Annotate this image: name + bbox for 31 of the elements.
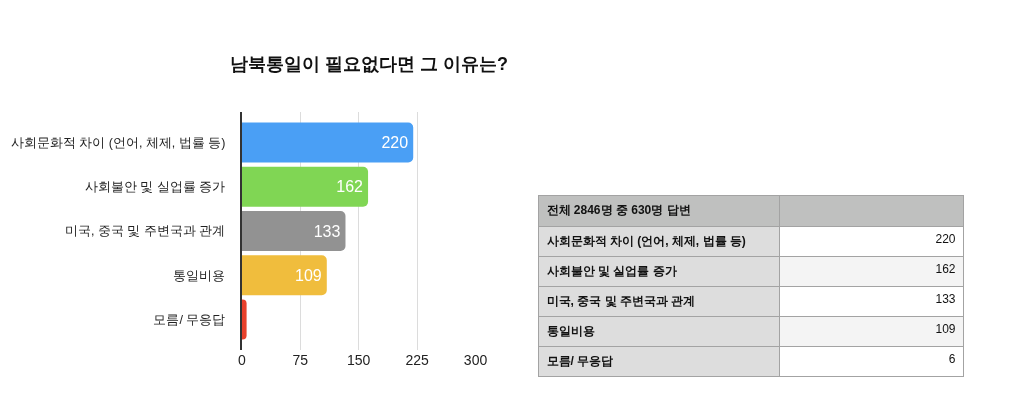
category-label: 통일비용 bbox=[546, 324, 595, 338]
x-tick-label: 225 bbox=[405, 352, 430, 368]
data-label: 162 bbox=[935, 262, 956, 276]
data-label: 133 bbox=[935, 292, 956, 306]
y-tick-label: 사회문화적 차이 (언어, 체제, 법률 등) bbox=[10, 135, 226, 150]
category-label: 사회불안 및 실업률 증가 bbox=[546, 264, 677, 278]
y-tick-label: 미국, 중국 및 주변국과 관계 bbox=[65, 224, 226, 239]
y-tick-label: 모름/ 무응답 bbox=[153, 312, 226, 327]
text: 전체 2846명 중 630명 답변 bbox=[546, 203, 691, 217]
bar bbox=[241, 166, 369, 207]
x-tick-label: 0 bbox=[238, 352, 247, 368]
category-label: 미국, 중국 및 주변국과 관계 bbox=[546, 294, 696, 308]
bar bbox=[241, 255, 327, 296]
chart-title: 남북통일이 필요없다면 그 이유는? bbox=[230, 54, 508, 75]
x-tick-label: 300 bbox=[463, 352, 488, 368]
data-label: 6 bbox=[948, 352, 956, 366]
bar bbox=[241, 211, 346, 251]
bar bbox=[241, 122, 414, 163]
data-label: 220 bbox=[381, 134, 409, 152]
y-tick-label: 사회불안 및 실업률 증가 bbox=[85, 180, 226, 195]
category-label: 모름/ 무응답 bbox=[546, 354, 614, 368]
data-label: 109 bbox=[295, 266, 322, 284]
data-label: 220 bbox=[935, 232, 956, 246]
category-label: 사회문화적 차이 (언어, 체제, 법률 등) bbox=[546, 234, 746, 248]
bar bbox=[241, 299, 247, 340]
data-label: 162 bbox=[336, 178, 364, 196]
y-tick-label: 통일비용 bbox=[173, 268, 226, 283]
data-label: 133 bbox=[313, 222, 341, 240]
x-tick-label: 75 bbox=[292, 352, 309, 368]
x-tick-label: 150 bbox=[347, 352, 371, 368]
data-label: 109 bbox=[935, 322, 956, 336]
